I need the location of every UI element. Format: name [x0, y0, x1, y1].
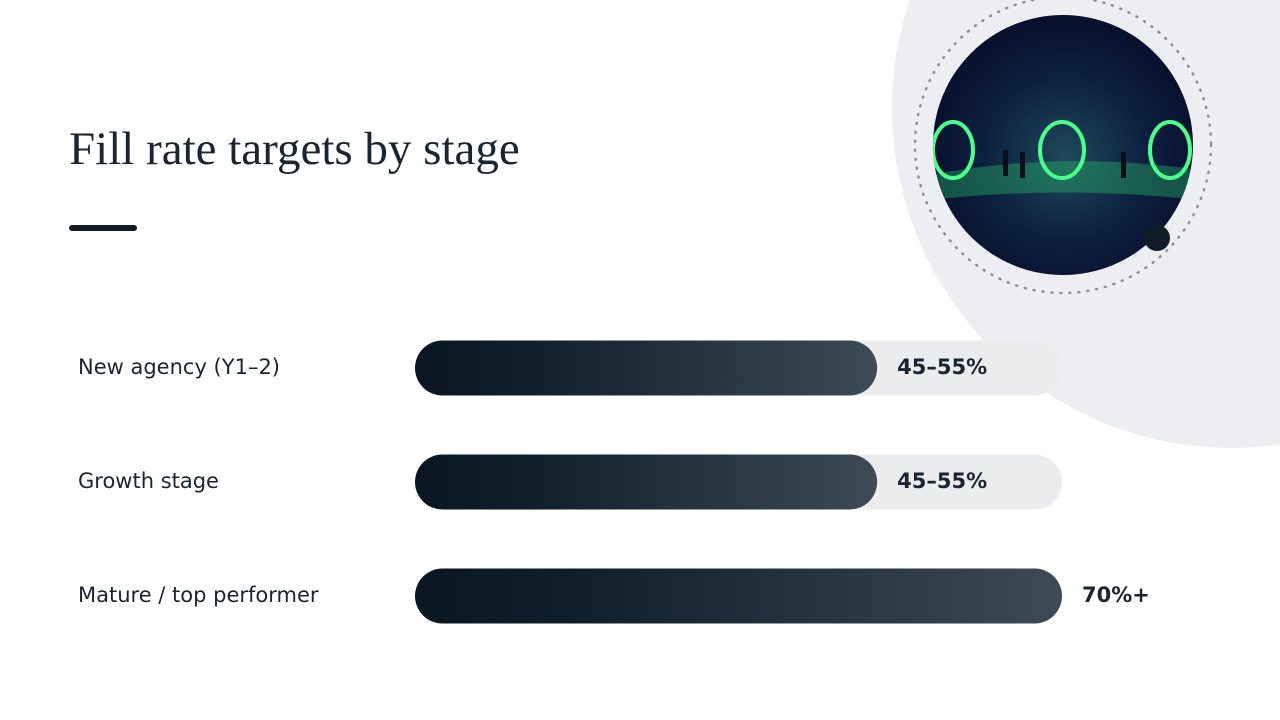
title-underline — [69, 225, 137, 231]
accent-dot — [1144, 225, 1170, 251]
dotted-ring — [913, 0, 1213, 295]
chart-title: Fill rate targets by stage — [69, 123, 520, 175]
value-label: 45–55% — [897, 469, 987, 493]
bar — [415, 568, 1062, 624]
hero-image — [933, 15, 1193, 275]
value-label: 45–55% — [897, 355, 987, 379]
bar — [415, 454, 878, 510]
bar — [415, 340, 878, 396]
value-label: 70%+ — [1082, 583, 1150, 607]
category-label: Growth stage — [78, 469, 219, 493]
category-label: Mature / top performer — [78, 583, 319, 607]
category-label: New agency (Y1–2) — [78, 355, 280, 379]
